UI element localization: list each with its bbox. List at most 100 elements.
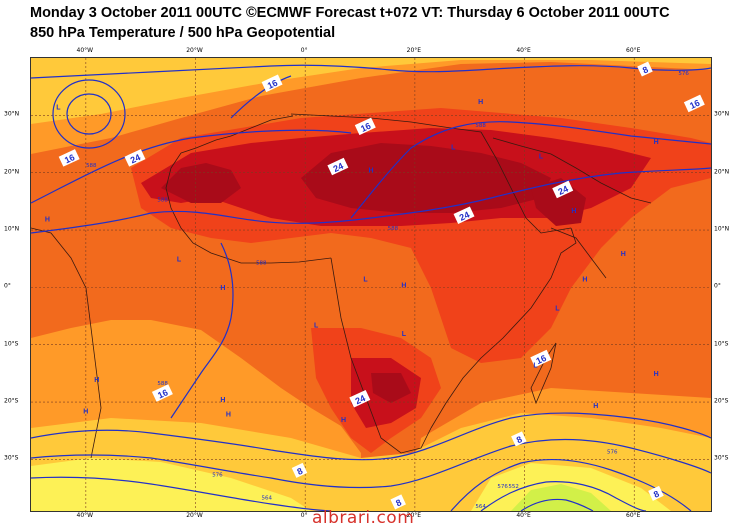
lat-tick-label: 20°N [714, 168, 730, 176]
t8-north [31, 58, 711, 124]
weather-map: 5885885885885765885885765765765765645645… [30, 57, 712, 512]
high-pressure-marker: H [45, 216, 50, 223]
lon-tick-label: 0° [300, 512, 308, 519]
lat-tick-label: 30°N [4, 110, 20, 118]
geopotential-label: 576 [678, 71, 689, 77]
temperature-label: 8 [511, 431, 527, 447]
high-pressure-marker: H [571, 208, 576, 215]
svg-text:24: 24 [458, 209, 471, 222]
low-pressure-marker: L [533, 363, 538, 370]
temperature-label: 24 [327, 157, 349, 176]
lat-tick-label: 20°N [4, 168, 20, 176]
lon-tick-label: 20°W [186, 512, 203, 519]
t28-southern-africa [371, 373, 411, 403]
geopotential-label: 588 [157, 381, 168, 387]
lon-tick-label: 20°E [406, 512, 422, 519]
map-subtitle: 850 hPa Temperature / 500 hPa Geopotenti… [30, 25, 336, 41]
lat-tick-label: 30°S [714, 454, 729, 462]
geopotential-label: 588 [256, 260, 267, 266]
lat-tick-label: 20°S [4, 397, 19, 405]
temperature-label: 8 [390, 494, 406, 510]
high-pressure-marker: H [621, 251, 626, 258]
t4-south [31, 458, 311, 511]
high-pressure-marker: H [94, 377, 99, 384]
svg-text:16: 16 [63, 152, 76, 165]
temperature-label: 16 [683, 94, 705, 113]
svg-text:24: 24 [556, 184, 569, 197]
geopotential-label: 588 [157, 197, 168, 203]
low-pressure-marker: L [539, 153, 544, 160]
lon-tick-label: 0° [300, 47, 308, 54]
high-pressure-marker: H [654, 371, 659, 378]
svg-text:24: 24 [129, 152, 142, 165]
temperature-label: 8 [648, 485, 664, 501]
geopotential-label: 588 [475, 123, 486, 129]
lon-tick-label: 40°E [516, 512, 531, 519]
high-pressure-marker: H [83, 409, 88, 416]
temperature-label: 24 [552, 180, 574, 199]
lat-tick-label: 30°N [714, 110, 730, 118]
geopotential-label: 564 [262, 496, 273, 502]
geopotential-label: 552 [508, 484, 519, 490]
lat-tick-label: 10°N [4, 225, 20, 233]
geopotential-label: 576 [607, 450, 618, 456]
temperature-label: 16 [530, 349, 552, 368]
svg-text:24: 24 [332, 161, 345, 174]
high-pressure-marker: H [654, 139, 659, 146]
geopotential-label: 576 [212, 473, 223, 479]
coastlines [31, 113, 652, 459]
map-title: Monday 3 October 2011 00UTC ©ECMWF Forec… [30, 5, 670, 21]
low-pressure-marker: L [363, 277, 368, 284]
low-pressure-marker: L [56, 105, 61, 112]
temperature-label: 24 [349, 389, 371, 408]
low-pressure-marker: L [451, 145, 456, 152]
high-pressure-marker: H [226, 411, 231, 418]
temperature-label: 24 [124, 149, 146, 167]
lat-tick-label: 20°S [714, 397, 729, 405]
lat-tick-label: 10°N [714, 225, 730, 233]
high-pressure-marker: H [341, 417, 346, 424]
lon-tick-label: 60°E [626, 512, 641, 519]
lat-tick-label: 0° [4, 282, 11, 290]
lon-tick-label: 60°E [626, 47, 641, 54]
high-pressure-marker: H [582, 277, 587, 284]
svg-text:8: 8 [641, 64, 650, 75]
lat-tick-label: 0° [714, 282, 721, 290]
svg-text:16: 16 [266, 78, 279, 91]
temperature-label: 8 [637, 61, 653, 77]
lat-tick-label: 10°S [4, 340, 19, 348]
high-pressure-marker: H [478, 99, 483, 106]
low-pressure-marker: L [555, 305, 560, 312]
low-pressure-marker: L [177, 257, 182, 264]
low-pressure-rings [52, 79, 126, 149]
pressure-center-markers: HLHHHLLHHHLLHHLHLLLLHHHHHLHH [45, 99, 659, 424]
low-pressure-marker: L [314, 323, 319, 330]
high-pressure-marker: H [401, 282, 406, 289]
lon-tick-label: 40°W [76, 512, 94, 519]
geopotential-labels: 5885885885885765885885765765765765645645… [86, 71, 689, 510]
svg-text:24: 24 [354, 393, 367, 406]
lat-tick-label: 30°S [4, 454, 19, 462]
temperature-fields [31, 58, 711, 511]
geopotential-label: 564 [475, 504, 486, 510]
lon-tick-label: 40°E [516, 47, 531, 54]
svg-text:8: 8 [515, 434, 524, 445]
watermark: albrari.com [312, 508, 415, 528]
temperature-label: 16 [261, 74, 283, 93]
t28-sahara [301, 143, 551, 213]
t0-south-east [511, 484, 611, 511]
svg-text:8: 8 [652, 489, 661, 500]
svg-text:16: 16 [156, 387, 169, 400]
lon-tick-label: 20°E [406, 47, 422, 54]
t28-west [161, 163, 241, 203]
temperature-labels: 1616162424242424168161688888 [58, 61, 705, 510]
lon-tick-label: 40°W [76, 47, 94, 54]
high-pressure-marker: H [220, 397, 225, 404]
lat-tick-label: 10°S [714, 340, 729, 348]
temperature-label: 16 [58, 149, 80, 167]
svg-text:8: 8 [394, 497, 403, 508]
temperature-label: 8 [291, 462, 308, 478]
lon-tick-label: 20°W [186, 47, 203, 54]
svg-text:16: 16 [359, 121, 372, 134]
temperature-label: 16 [354, 117, 376, 136]
